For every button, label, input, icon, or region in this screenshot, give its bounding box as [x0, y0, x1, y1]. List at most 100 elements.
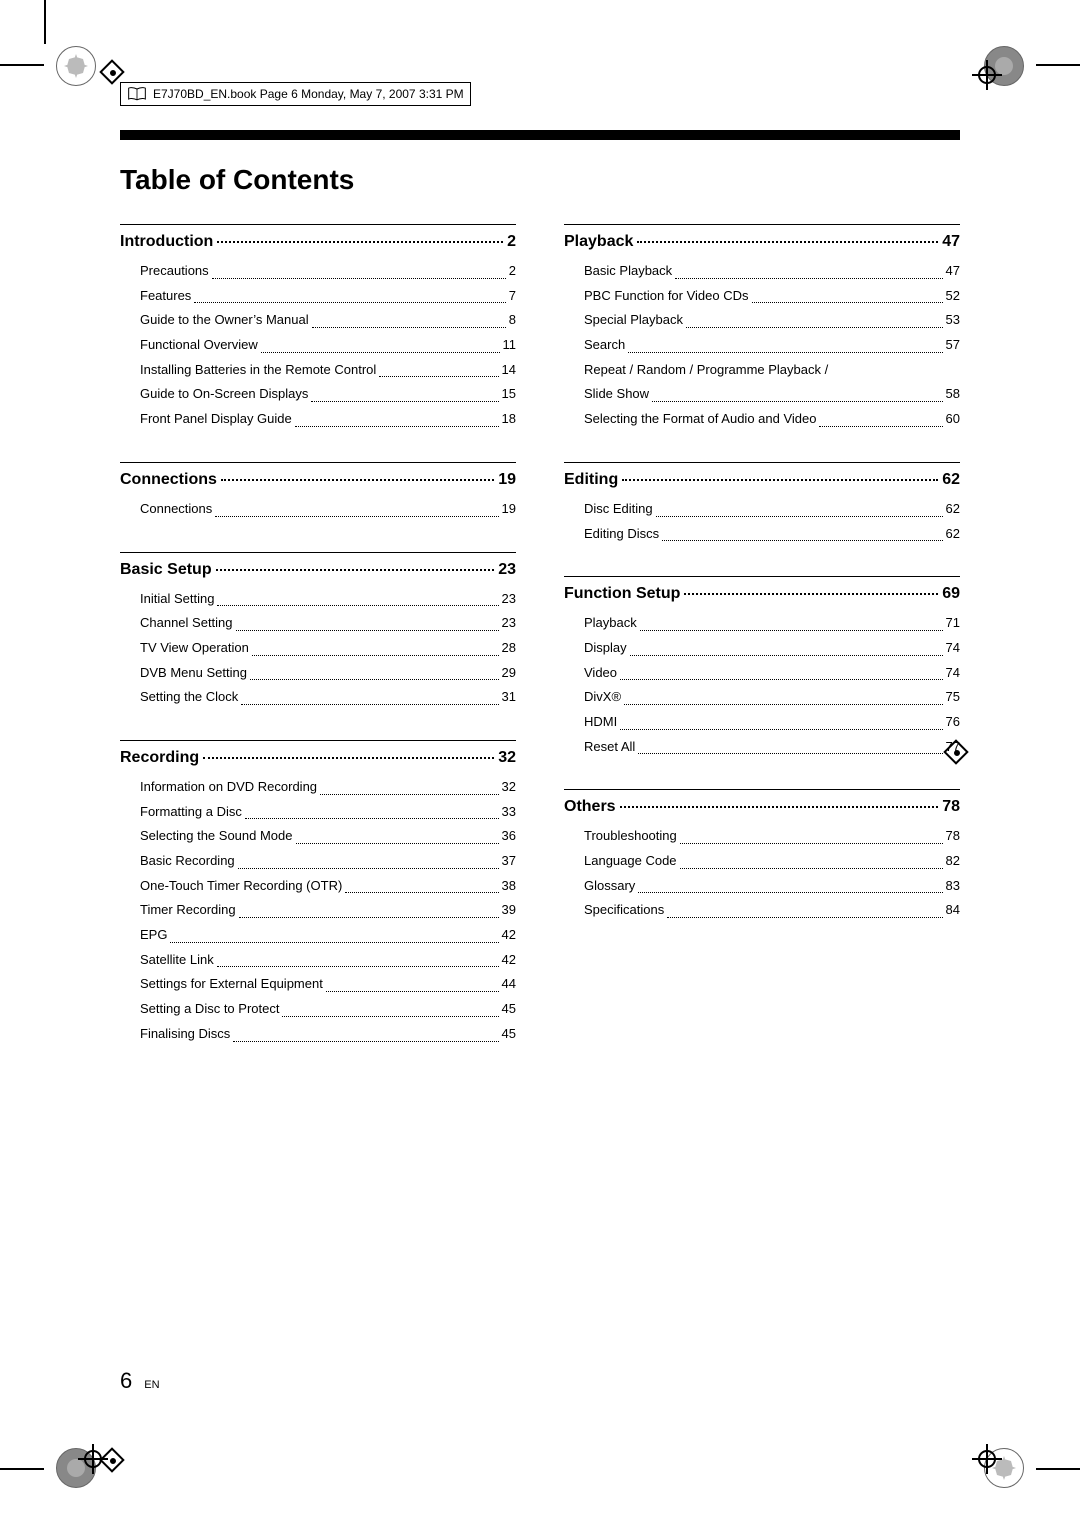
toc-entry: Formatting a Disc 33	[120, 800, 516, 825]
toc-entry-label: Initial Setting	[140, 587, 214, 612]
toc-entry: Display74	[564, 636, 960, 661]
section-heading: Others 78	[564, 798, 960, 816]
section-heading: Function Setup 69	[564, 585, 960, 603]
section-rule	[120, 224, 516, 225]
toc-entry-label: Formatting a Disc	[140, 800, 242, 825]
toc-entry: Language Code82	[564, 849, 960, 874]
page-lang: EN	[144, 1379, 159, 1391]
toc-entry-label: One-Touch Timer Recording (OTR)	[140, 874, 342, 899]
toc-entry-page: 42	[502, 923, 516, 948]
page-number: 6	[120, 1368, 132, 1394]
toc-entry-page: 78	[946, 824, 960, 849]
leader-dots	[684, 593, 938, 595]
toc-entry-label: Connections	[140, 497, 212, 522]
toc-section: Connections 19Connections19	[120, 462, 516, 522]
toc-entry-page: 82	[946, 849, 960, 874]
leader-dots	[241, 704, 498, 705]
toc-entry: Special Playback53	[564, 308, 960, 333]
toc-entry-page: 33	[502, 800, 516, 825]
section-rule	[120, 462, 516, 463]
section-rule	[120, 740, 516, 741]
leader-dots	[245, 818, 499, 819]
toc-entry: Initial Setting23	[120, 587, 516, 612]
toc-entry-page: 36	[502, 824, 516, 849]
toc-entry: Front Panel Display Guide18	[120, 407, 516, 432]
filepath-bar: E7J70BD_EN.book Page 6 Monday, May 7, 20…	[120, 82, 471, 106]
toc-entry-label: Repeat / Random / Programme Playback /	[584, 358, 960, 383]
page-title: Table of Contents	[120, 164, 960, 196]
toc-entry-label: Selecting the Format of Audio and Video	[584, 407, 816, 432]
section-heading-label: Editing	[564, 471, 618, 489]
toc-entry: Installing Batteries in the Remote Contr…	[120, 358, 516, 383]
toc-entry-label: Functional Overview	[140, 333, 258, 358]
section-heading: Editing 62	[564, 471, 960, 489]
toc-entry-page: 31	[502, 685, 516, 710]
leader-dots	[217, 241, 503, 243]
toc-entry: Basic Playback47	[564, 259, 960, 284]
section-heading-page: 47	[942, 233, 960, 251]
section-rule	[120, 552, 516, 553]
toc-section: Others 78Troubleshooting78Language Code8…	[564, 789, 960, 923]
section-heading: Connections 19	[120, 471, 516, 489]
toc-entry-page: 44	[502, 972, 516, 997]
leader-dots	[640, 630, 943, 631]
leader-dots	[320, 794, 499, 795]
toc-entry-page: 58	[946, 382, 960, 407]
toc-entry-page: 62	[946, 522, 960, 547]
toc-entry-page: 71	[946, 611, 960, 636]
leader-dots	[326, 991, 499, 992]
leader-dots	[819, 426, 942, 427]
header-black-bar	[120, 130, 960, 140]
toc-entry-label: DVB Menu Setting	[140, 661, 247, 686]
toc-entry: DVB Menu Setting29	[120, 661, 516, 686]
toc-entry-label: Reset All	[584, 735, 635, 760]
toc-entry: EPG42	[120, 923, 516, 948]
toc-entry: Satellite Link42	[120, 948, 516, 973]
leader-dots	[652, 401, 942, 402]
diamond-mark	[100, 1448, 126, 1474]
leader-dots	[250, 679, 499, 680]
toc-entry-label: Guide to On-Screen Displays	[140, 382, 308, 407]
section-heading-label: Function Setup	[564, 585, 680, 603]
toc-entry-page: 18	[502, 407, 516, 432]
toc-entry: DivX®75	[564, 685, 960, 710]
leader-dots	[282, 1016, 498, 1017]
leader-dots	[233, 1041, 498, 1042]
toc-entry-label: Specifications	[584, 898, 664, 923]
leader-dots	[311, 401, 498, 402]
toc-entry-label: Settings for External Equipment	[140, 972, 323, 997]
leader-dots	[624, 704, 943, 705]
leader-dots	[379, 376, 498, 377]
toc-entry: Glossary83	[564, 874, 960, 899]
toc-entry: One-Touch Timer Recording (OTR)38	[120, 874, 516, 899]
toc-entry-page: 74	[946, 636, 960, 661]
toc-entry-label: Playback	[584, 611, 637, 636]
toc-entry: Disc Editing62	[564, 497, 960, 522]
leader-dots	[170, 942, 498, 943]
toc-section: Editing 62Disc Editing62Editing Discs62	[564, 462, 960, 546]
leader-dots	[638, 892, 942, 893]
toc-entry-page: 15	[502, 382, 516, 407]
toc-entry: Finalising Discs45	[120, 1022, 516, 1047]
leader-dots	[345, 892, 498, 893]
toc-entry-page: 53	[946, 308, 960, 333]
toc-entry: Precautions 2	[120, 259, 516, 284]
leader-dots	[221, 479, 494, 481]
toc-entry-page: 23	[502, 611, 516, 636]
leader-dots	[261, 352, 500, 353]
toc-entry-page: 45	[502, 997, 516, 1022]
registration-crosshair	[972, 60, 1002, 90]
section-heading: Introduction 2	[120, 233, 516, 251]
toc-entry: Search57	[564, 333, 960, 358]
leader-dots	[252, 655, 499, 656]
leader-dots	[238, 868, 499, 869]
toc-entry-label: Satellite Link	[140, 948, 214, 973]
leader-dots	[622, 479, 938, 481]
toc-right-column: Playback 47Basic Playback47PBC Function …	[564, 224, 960, 1077]
toc-entry-label: Precautions	[140, 259, 209, 284]
toc-entry-label: TV View Operation	[140, 636, 249, 661]
crop-mark	[0, 64, 44, 66]
toc-entry-label: Glossary	[584, 874, 635, 899]
toc-entry: Reset All77	[564, 735, 960, 760]
toc-entry-page: 2	[509, 259, 516, 284]
